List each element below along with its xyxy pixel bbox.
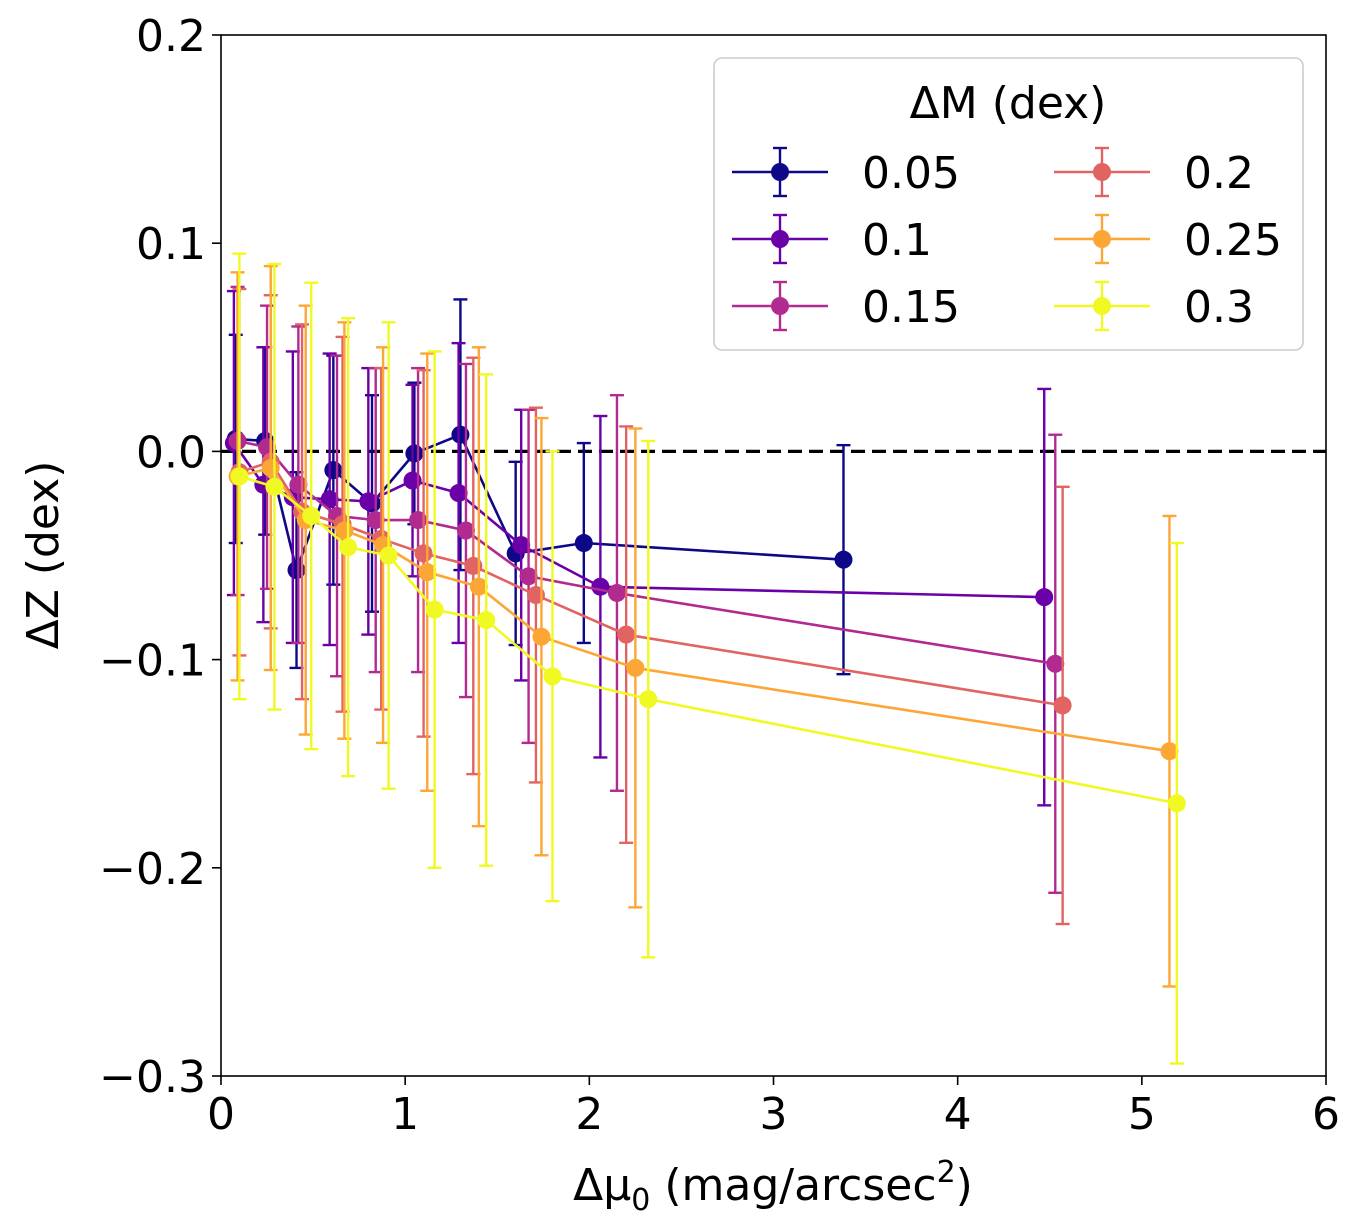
y-axis-label: ΔZ (dex)	[18, 461, 69, 650]
x-axis-label-unit: (mag/arcsec	[650, 1160, 936, 1211]
data-point	[626, 658, 645, 677]
data-point	[320, 490, 339, 509]
data-point	[1167, 794, 1186, 813]
legend-entry-0.15: 0.15	[732, 280, 960, 333]
data-point	[339, 538, 358, 557]
data-point	[532, 627, 551, 646]
data-point	[359, 492, 378, 511]
data-point	[265, 477, 284, 496]
data-point	[335, 521, 354, 540]
x-tick-label: 2	[575, 1089, 603, 1140]
legend-entry-0.05: 0.05	[732, 146, 960, 199]
data-point	[414, 544, 433, 563]
legend-label: 0.15	[862, 282, 960, 333]
legend-marker	[771, 163, 789, 181]
data-point	[456, 521, 475, 540]
series-line	[239, 460, 1063, 707]
legend-marker	[1093, 230, 1111, 248]
x-tick-label: 3	[760, 1089, 788, 1140]
data-point	[261, 459, 280, 478]
legend-entry-0.1: 0.1	[732, 213, 932, 266]
data-point	[512, 536, 531, 555]
data-point	[1035, 588, 1054, 607]
data-point	[1046, 654, 1065, 673]
data-point	[834, 550, 853, 569]
data-point	[449, 484, 468, 503]
legend-title: ΔM (dex)	[910, 78, 1107, 129]
x-axis-label-main: Δμ	[573, 1160, 631, 1211]
data-point	[1053, 696, 1072, 715]
data-point	[543, 667, 562, 686]
legend-box	[713, 57, 1304, 351]
legend-label: 0.2	[1184, 148, 1254, 199]
legend-label: 0.25	[1184, 215, 1282, 266]
data-point	[639, 690, 658, 709]
series-line	[239, 475, 1178, 805]
legend-label: 0.1	[862, 215, 932, 266]
x-tick-label: 6	[1312, 1089, 1340, 1140]
legend: ΔM (dex) 0.05 0.1 0.15 0.2 0.25 0.3	[713, 57, 1304, 351]
legend-entry-0.3: 0.3	[1054, 280, 1254, 333]
legend-entry-0.2: 0.2	[1054, 146, 1254, 199]
data-point	[379, 546, 398, 565]
data-point	[425, 600, 444, 619]
y-tick-label: 0.1	[136, 219, 206, 270]
x-tick-label: 0	[207, 1089, 235, 1140]
x-axis-label-close: )	[956, 1160, 973, 1211]
series-0.3	[230, 252, 1186, 1065]
legend-marker	[1093, 297, 1111, 315]
legend-label: 0.3	[1184, 282, 1254, 333]
legend-marker	[771, 297, 789, 315]
data-point	[302, 506, 321, 525]
y-tick-label: 0.2	[136, 11, 206, 62]
series-line	[237, 466, 1170, 753]
y-tick-label: −0.2	[99, 844, 206, 895]
data-point	[574, 534, 593, 553]
x-tick-label: 5	[1128, 1089, 1156, 1140]
data-point	[477, 611, 496, 630]
y-tick-label: −0.3	[99, 1052, 206, 1103]
x-axis-label-sup: 2	[937, 1155, 956, 1190]
x-tick-label: 4	[944, 1089, 972, 1140]
x-axis-label: Δμ0 (mag/arcsec2)	[573, 1155, 973, 1218]
legend-marker	[771, 230, 789, 248]
data-point	[591, 577, 610, 596]
data-point	[1160, 742, 1179, 761]
x-axis-label-sub: 0	[631, 1183, 650, 1218]
legend-marker	[1093, 163, 1111, 181]
legend-label: 0.05	[862, 148, 960, 199]
data-point	[405, 444, 424, 463]
y-tick-label: 0.0	[136, 427, 206, 478]
legend-entry-0.25: 0.25	[1054, 213, 1282, 266]
data-point	[324, 461, 343, 480]
data-point	[469, 577, 488, 596]
data-point	[418, 563, 437, 582]
data-point	[617, 625, 636, 644]
series-line	[237, 439, 1056, 666]
series-line	[235, 433, 844, 575]
data-point	[607, 583, 626, 602]
x-tick-label: 1	[391, 1089, 419, 1140]
data-point	[230, 467, 249, 486]
series-0.25	[228, 264, 1179, 988]
y-tick-label: −0.1	[99, 636, 206, 687]
data-point	[519, 567, 538, 586]
